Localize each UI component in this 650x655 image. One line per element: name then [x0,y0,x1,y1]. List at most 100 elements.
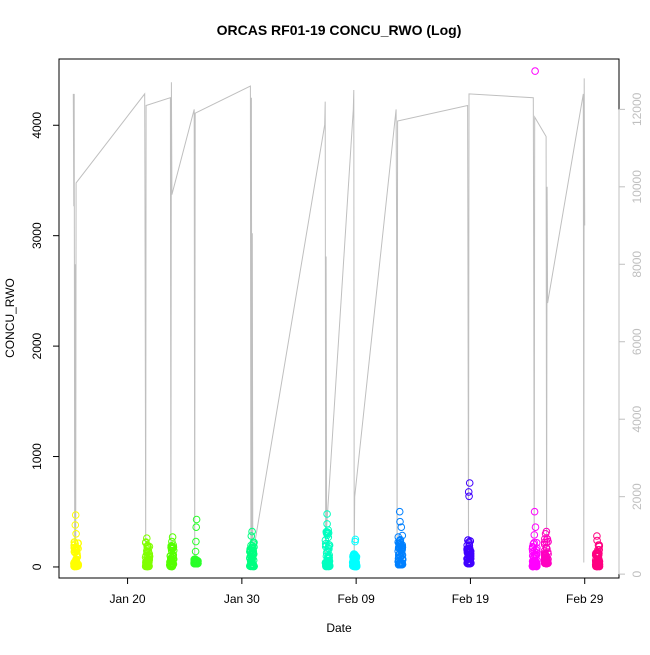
data-point [248,562,257,571]
data-point [593,532,601,540]
data-point [71,511,80,519]
data-point [144,544,153,553]
data-point [466,552,474,560]
data-point [532,539,541,547]
data-point [397,523,406,532]
data-point [542,538,551,547]
data-point [323,510,331,518]
data-point [541,558,550,567]
data-point [465,492,473,501]
data-point [394,558,403,566]
data-point [398,531,407,540]
data-point [192,537,200,546]
x-axis-label: Date [326,621,352,635]
data-point [168,545,176,553]
data-point [593,553,602,561]
data-point [531,67,539,75]
data-point [349,552,358,560]
data-point [141,562,150,570]
y2-tick-label: 8000 [630,251,644,278]
data-point [249,547,258,555]
data-point [465,539,474,548]
data-point [168,557,176,565]
data-point [466,558,475,566]
data-point [142,559,151,567]
data-point [322,562,331,571]
data-point [168,552,177,561]
data-point [167,543,175,552]
data-point [321,536,330,545]
data-point [532,546,541,555]
data-point [397,546,405,554]
data-point [530,507,539,516]
flight-series [348,535,361,571]
data-point [542,527,551,536]
flight-series [540,527,552,568]
data-point [542,559,551,568]
data-point [395,507,404,516]
data-point [398,559,406,567]
y2-tick-label: 6000 [630,328,644,355]
x-tick-label: Feb 19 [452,592,490,606]
y2-tick-label: 12000 [630,92,644,126]
y-tick-label: 0 [30,563,44,570]
data-point [541,551,549,559]
data-point [193,559,201,568]
data-point [250,538,258,547]
data-point [351,535,360,544]
data-point [72,530,80,538]
data-point [542,543,551,552]
data-point [192,523,200,532]
data-point [247,532,256,540]
data-point [73,562,82,570]
axes-layer: Jan 20 Jan 30 Feb 09 Feb 19 Feb 29 0 1000 2000 3… [30,92,644,606]
x-tick-label: Feb 09 [337,592,375,606]
flight-series [246,527,258,571]
y2-tick-label: 0 [630,570,644,577]
data-point [594,562,602,571]
x-tick-label: Jan 30 [224,592,260,606]
y-tick-label: 2000 [30,332,44,359]
data-point [530,531,539,539]
data-point [530,539,538,547]
data-point [168,537,176,546]
data-point [323,520,331,528]
data-point [192,515,201,524]
flight-series [463,479,475,568]
data-point [466,547,475,556]
flight-series [394,507,407,569]
flight-series [141,534,154,571]
points-layer [70,67,604,571]
y-tick-label: 1000 [30,443,44,470]
data-point [248,527,256,536]
data-point [463,558,472,567]
data-point [70,562,78,571]
x-tick-label: Feb 29 [566,592,604,606]
data-point [352,561,361,569]
y-tick-label: 4000 [30,112,44,139]
data-point [593,536,601,545]
data-point [191,547,200,556]
data-point [529,561,538,569]
data-point [246,546,254,555]
data-point [465,541,474,550]
flight-series [321,510,334,571]
data-point [169,541,177,549]
data-point [592,558,601,567]
data-point [143,534,151,543]
data-point [532,560,541,569]
data-point [325,561,334,570]
data-point [324,552,333,561]
x-tick-label: Jan 20 [110,592,146,606]
data-point [464,559,473,568]
flight-series [528,67,541,571]
data-point [168,533,177,541]
y2-tick-label: 4000 [630,406,644,433]
y2-tick-label: 2000 [630,483,644,510]
data-point [540,547,549,556]
data-point [323,528,332,536]
data-point [321,540,330,548]
data-point [464,488,473,496]
flight-series [591,532,604,571]
